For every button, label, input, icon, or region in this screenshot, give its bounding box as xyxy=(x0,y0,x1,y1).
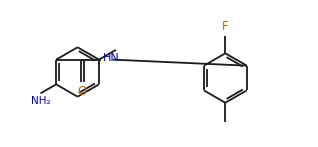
Text: F: F xyxy=(222,20,229,33)
Text: NH₂: NH₂ xyxy=(31,96,51,106)
Text: HN: HN xyxy=(103,53,119,63)
Text: O: O xyxy=(78,85,87,98)
